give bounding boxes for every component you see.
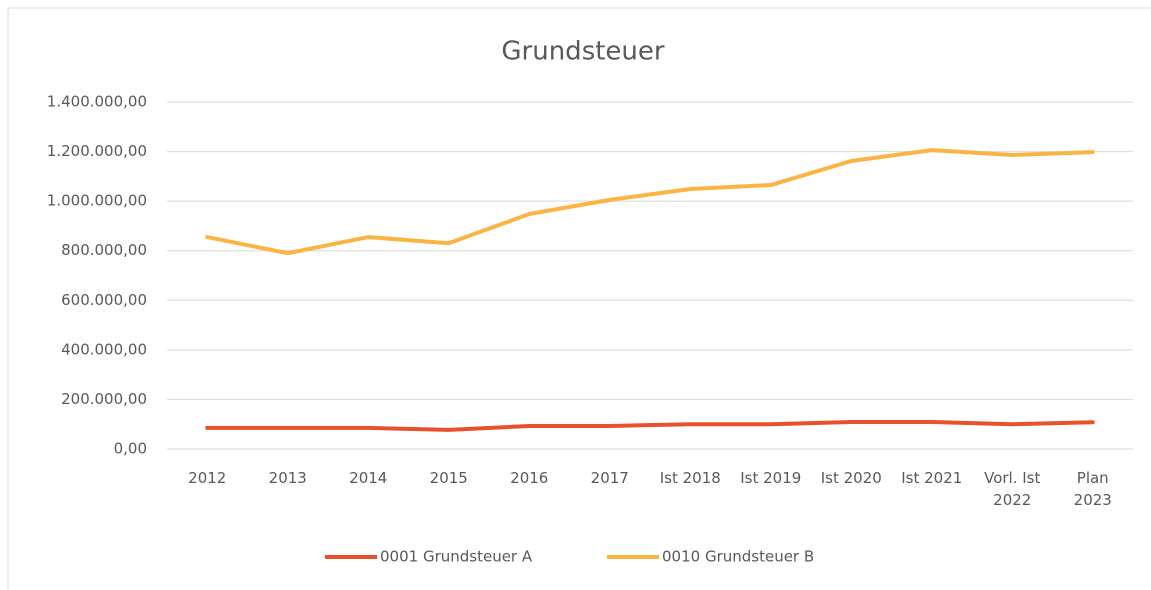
x-tick-label: Plan 2023 — [1073, 469, 1112, 509]
y-tick-label: 600.000,00 — [61, 291, 147, 309]
x-tick-label: 2016 — [510, 469, 549, 487]
x-tick-label: Ist 2020 — [820, 469, 882, 487]
series-line — [205, 148, 1095, 256]
legend-label: 0001 Grundsteuer A — [380, 548, 533, 566]
x-tick-label: 2013 — [268, 469, 307, 487]
chart-title: Grundsteuer — [501, 37, 665, 67]
y-tick-label: 400.000,00 — [61, 340, 147, 358]
x-tick-label: 2015 — [429, 469, 468, 487]
x-tick-label: 2017 — [590, 469, 629, 487]
legend-label: 0010 Grundsteuer B — [662, 548, 814, 566]
x-tick-label: 2014 — [349, 469, 388, 487]
x-tick-label: 2012 — [188, 469, 227, 487]
x-tick-label: Ist 2019 — [740, 469, 802, 487]
y-tick-label: 800.000,00 — [61, 241, 147, 259]
y-tick-label: 200.000,00 — [61, 390, 147, 408]
y-tick-label: 0,00 — [114, 440, 147, 458]
y-tick-label: 1.000.000,00 — [47, 192, 147, 210]
x-tick-label: Ist 2018 — [659, 469, 721, 487]
y-tick-label: 1.200.000,00 — [47, 142, 147, 160]
y-tick-label: 1.400.000,00 — [47, 93, 147, 111]
x-tick-label: Vorl. Ist 2022 — [984, 469, 1041, 509]
series-line — [205, 419, 1095, 432]
x-tick-label: Ist 2021 — [901, 469, 963, 487]
